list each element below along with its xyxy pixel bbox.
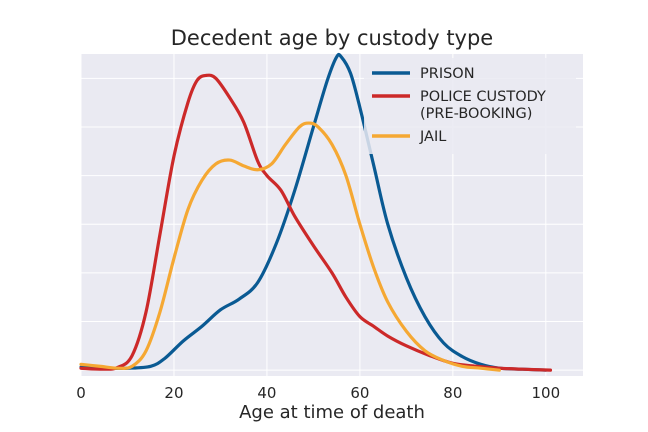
series-lines	[79, 52, 553, 372]
x-axis-label: Age at time of death	[239, 402, 425, 423]
legend-items: PRISON POLICE CUSTODY(PRE-BOOKING) JAIL	[372, 66, 546, 145]
x-tick-label: 60	[350, 384, 369, 402]
chart-title: Decedent age by custody type	[171, 26, 493, 50]
x-tick-label: 20	[164, 384, 183, 402]
x-tick-label: 100	[531, 384, 560, 402]
x-tick-label: 0	[76, 384, 86, 402]
series-line-prison	[79, 52, 548, 372]
grid-lines	[80, 54, 583, 376]
legend-box	[364, 58, 576, 154]
x-tick-label: 80	[443, 384, 462, 402]
series-line-jail	[79, 121, 501, 372]
legend-label-police-custody-pre-booking: POLICE CUSTODY	[420, 89, 546, 105]
legend: PRISON POLICE CUSTODY(PRE-BOOKING) JAIL	[364, 58, 576, 154]
x-tick-labels: 0 20 40 60 80 100	[76, 384, 560, 402]
legend-label-police-custody-pre-booking: (PRE-BOOKING)	[420, 106, 532, 122]
x-tick-label: 40	[257, 384, 276, 402]
legend-label-prison: PRISON	[420, 66, 475, 82]
legend-label-jail: JAIL	[419, 129, 446, 145]
